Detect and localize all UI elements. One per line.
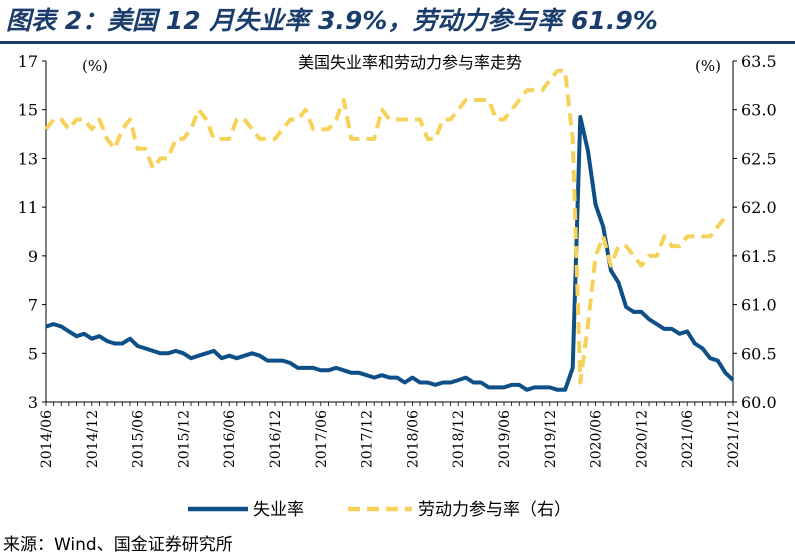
participation-point xyxy=(167,157,169,159)
legend-label-participation: 劳动力参与率（右） xyxy=(418,500,571,520)
x-tick-label: 2018/12 xyxy=(451,410,467,468)
participation-point xyxy=(633,255,635,257)
legend: 失业率 劳动力参与率（右） xyxy=(188,500,571,520)
right-tick-label: 60.5 xyxy=(741,344,777,363)
x-tick-label: 2019/06 xyxy=(497,410,513,468)
x-tick-label: 2017/06 xyxy=(314,410,330,468)
left-tick-label: 13 xyxy=(18,149,38,168)
x-tick-label: 2015/06 xyxy=(131,410,147,468)
participation-point xyxy=(68,128,70,130)
chart-title: 美国失业率和劳动力参与率走势 xyxy=(298,53,522,72)
figure-title: 图表 2：美国 12 月失业率 3.9%，劳动力参与率 61.9% xyxy=(6,6,658,35)
x-tick-label: 2020/06 xyxy=(589,410,605,468)
participation-point xyxy=(411,118,413,120)
participation-rate-line xyxy=(44,68,727,385)
right-tick-label: 63.0 xyxy=(741,101,777,120)
x-tick-label: 2020/12 xyxy=(634,410,650,468)
x-tick-label: 2021/12 xyxy=(726,410,742,468)
right-tick-label: 60.0 xyxy=(741,393,777,412)
participation-point xyxy=(442,118,444,120)
x-tick-label: 2021/06 xyxy=(680,410,696,468)
left-tick-label: 9 xyxy=(28,247,38,266)
x-tick-label: 2019/12 xyxy=(543,410,559,468)
left-tick-label: 7 xyxy=(28,296,38,315)
left-tick-label: 11 xyxy=(18,198,38,217)
left-tick-label: 15 xyxy=(18,101,38,120)
participation-point xyxy=(434,138,436,140)
chart: 3 5 7 9 11 13 15 17 60.0 60.5 61.0 61.5 62.0 62.5 63.0… xyxy=(18,52,777,520)
x-tick-label: 2016/06 xyxy=(222,410,238,468)
right-tick-label: 61.0 xyxy=(741,296,777,315)
participation-point xyxy=(114,147,116,149)
x-tick-label: 2016/12 xyxy=(268,410,284,468)
left-axis-unit: (%) xyxy=(82,57,108,75)
left-tick-label: 5 xyxy=(28,344,38,363)
x-tick-label: 2017/12 xyxy=(360,410,376,468)
participation-point xyxy=(281,128,283,130)
right-tick-label: 63.5 xyxy=(741,52,777,71)
source-note: 来源：Wind、国金证券研究所 xyxy=(3,535,233,555)
left-tick-label: 17 xyxy=(18,52,38,71)
x-tick-label: 2018/06 xyxy=(405,410,421,468)
participation-point xyxy=(175,138,177,140)
participation-point xyxy=(724,216,726,218)
right-tick-label: 61.5 xyxy=(741,247,777,266)
unemployment-rate-line xyxy=(45,115,735,392)
participation-point xyxy=(121,128,123,130)
participation-point xyxy=(83,118,85,120)
participation-point xyxy=(510,109,512,111)
x-tick-label: 2014/06 xyxy=(39,410,55,468)
right-tick-label: 62.5 xyxy=(741,149,777,168)
participation-point xyxy=(457,109,459,111)
series-layer xyxy=(44,68,735,392)
right-axis-unit: (%) xyxy=(695,57,721,75)
participation-point xyxy=(266,138,268,140)
participation-point xyxy=(488,99,490,101)
x-tick-label: 2014/12 xyxy=(85,410,101,468)
participation-point xyxy=(297,118,299,120)
left-tick-label: 3 xyxy=(28,393,38,412)
participation-point xyxy=(564,70,566,72)
participation-point xyxy=(213,138,215,140)
title-rule xyxy=(0,41,795,44)
x-tick-label: 2015/12 xyxy=(176,410,192,468)
participation-point xyxy=(594,255,596,257)
participation-point xyxy=(190,128,192,130)
legend-label-unemployment: 失业率 xyxy=(253,500,304,520)
axes: 3 5 7 9 11 13 15 17 60.0 60.5 61.0 61.5 62.0 62.5 63.0… xyxy=(18,52,777,468)
participation-point xyxy=(495,118,497,120)
right-tick-label: 62.0 xyxy=(741,198,777,217)
